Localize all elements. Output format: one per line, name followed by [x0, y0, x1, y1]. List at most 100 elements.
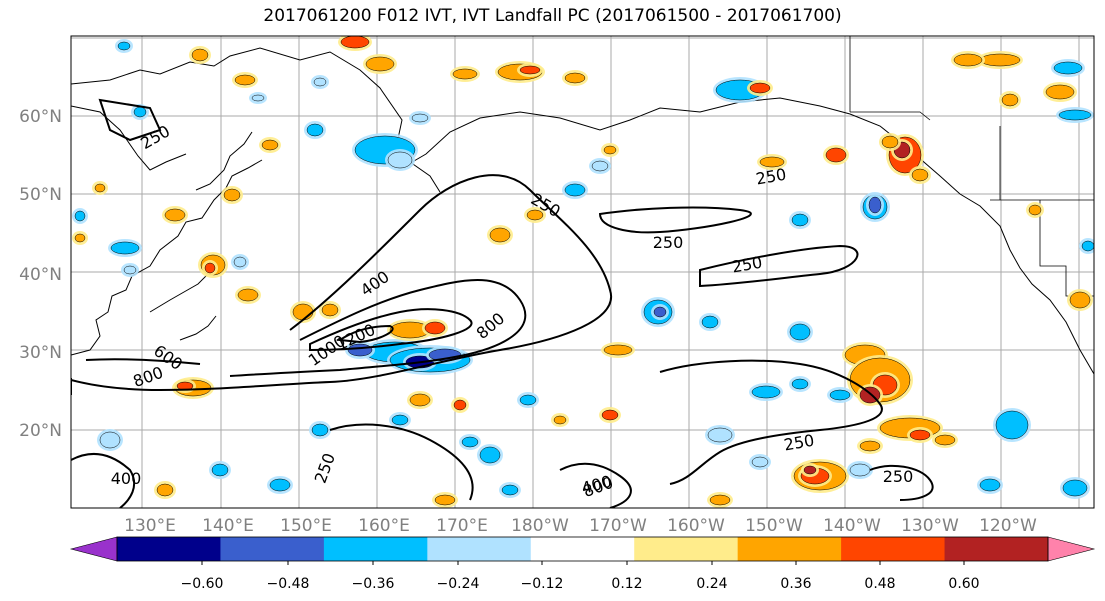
pc-shade — [391, 414, 409, 426]
pc-shade — [452, 68, 478, 80]
pc-shade — [829, 389, 851, 401]
pc-shade — [74, 210, 86, 222]
pc-shade — [340, 36, 370, 49]
colorbar-segment — [530, 537, 635, 561]
pc-shade — [519, 65, 541, 75]
pc-shade — [979, 478, 1001, 492]
lon-label: 140°E — [202, 516, 254, 536]
pc-shade — [164, 208, 186, 222]
pc-shade — [251, 94, 265, 102]
pc-shade — [117, 41, 131, 51]
pc-shade — [995, 410, 1029, 440]
pc-shade — [110, 241, 140, 255]
pc-shade — [133, 106, 147, 118]
colorbar-tick-label: 0.36 — [780, 576, 811, 592]
pc-shade — [261, 139, 279, 151]
pc-shade — [603, 145, 617, 155]
pc-shade — [1045, 84, 1075, 100]
pc-shade — [223, 188, 241, 202]
pc-shade — [911, 168, 929, 182]
pc-shade — [387, 151, 413, 169]
pc-shade — [791, 213, 809, 227]
pc-shade — [859, 440, 881, 452]
lat-label: 30°N — [19, 343, 62, 363]
pc-shade — [553, 415, 567, 425]
longitude-labels: 130°E 140°E 150°E 160°E 170°E 180°W 170°W 160°W… — [124, 516, 1037, 536]
lon-label: 120°W — [979, 516, 1037, 536]
pc-shade — [234, 74, 256, 86]
lon-label: 150°E — [280, 516, 332, 536]
pc-shade — [791, 378, 809, 390]
colorbar-segment — [323, 537, 428, 561]
pc-shade — [1081, 240, 1094, 252]
pc-shade — [191, 48, 209, 62]
pc-shade — [564, 72, 586, 84]
colorbar-segment — [117, 537, 221, 561]
pc-shade — [909, 429, 931, 441]
pc-shade — [789, 323, 811, 341]
ivt-contours — [71, 98, 934, 508]
lon-label: 170°W — [589, 516, 647, 536]
pc-shade — [453, 399, 467, 411]
pc-shade — [709, 494, 731, 506]
colorbar — [69, 536, 1096, 565]
pc-shade — [489, 227, 511, 243]
pc-shade — [881, 135, 899, 149]
pc-shade — [803, 465, 817, 475]
pc-shade — [849, 463, 871, 477]
lat-label: 60°N — [19, 107, 62, 127]
pc-shade — [1069, 291, 1091, 309]
lat-label: 20°N — [19, 421, 62, 441]
lon-label: 140°W — [823, 516, 881, 536]
pc-shade — [868, 196, 882, 214]
contour-label: 250 — [653, 233, 684, 252]
pc-shading — [72, 36, 1094, 508]
colorbar-tick-label: 0.24 — [696, 576, 727, 592]
pc-shade — [306, 123, 324, 137]
colorbar-tick-label: −0.12 — [521, 576, 564, 592]
pc-shade — [311, 423, 329, 437]
pc-shade — [1028, 204, 1042, 216]
lon-label: 130°W — [901, 516, 959, 536]
pc-shade — [94, 183, 106, 193]
pc-shade — [519, 394, 537, 406]
colorbar-segment — [737, 537, 842, 561]
pc-shade — [365, 56, 395, 72]
pc-shade — [479, 446, 501, 464]
colorbar-tick-label: −0.36 — [352, 576, 395, 592]
pc-shade — [953, 53, 983, 67]
latitude-labels: 20°N 30°N 40°N 50°N 60°N — [19, 107, 62, 441]
pc-shade — [751, 456, 769, 468]
colorbar-tick-label: 0.60 — [948, 576, 979, 592]
lon-label: 180°W — [511, 516, 569, 536]
lon-label: 160°E — [358, 516, 410, 536]
pc-shade — [74, 233, 86, 243]
colorbar-segment — [634, 537, 739, 561]
map-frame — [70, 35, 1095, 509]
pc-shade — [1062, 479, 1088, 497]
lon-label: 150°W — [745, 516, 803, 536]
coastlines — [71, 47, 1094, 375]
pc-shade — [123, 265, 137, 275]
pc-shade — [269, 478, 291, 492]
lat-label: 40°N — [19, 265, 62, 285]
pc-shade — [292, 303, 314, 321]
pc-shade — [934, 434, 956, 446]
pc-shade — [411, 113, 429, 123]
pc-shade — [434, 494, 456, 506]
pc-shade — [591, 160, 609, 172]
pc-shade — [701, 315, 719, 329]
contour-label: 250 — [883, 467, 914, 486]
pc-shade — [321, 303, 339, 317]
pc-shade — [1001, 93, 1019, 107]
pc-shade — [233, 256, 247, 268]
pc-shade — [211, 463, 229, 477]
colorbar-tick-labels: −0.60 −0.48 −0.36 −0.24 −0.12 0.12 0.24 0.36 0.4… — [181, 576, 980, 592]
pc-shade — [424, 321, 446, 335]
pc-shade — [653, 306, 667, 318]
colorbar-extend-low — [69, 536, 118, 562]
graticule — [71, 36, 1094, 508]
colorbar-segment — [841, 537, 946, 561]
colorbar-tick-label: 0.48 — [864, 576, 895, 592]
